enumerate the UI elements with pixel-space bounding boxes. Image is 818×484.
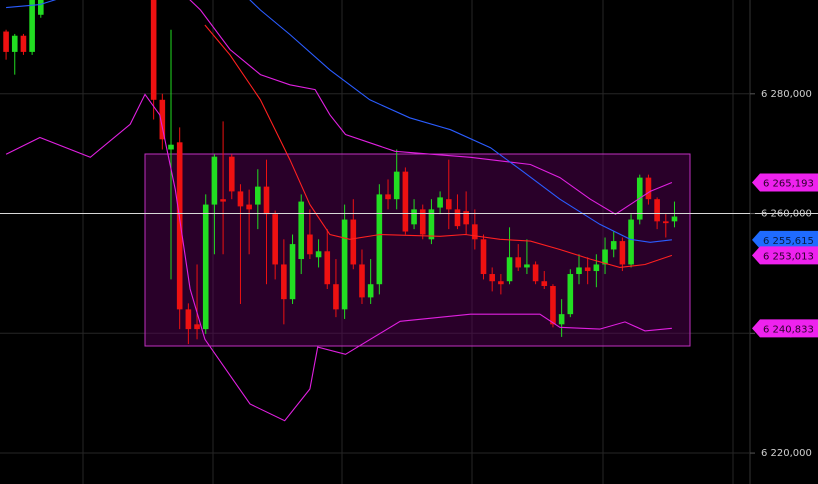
candle-body	[437, 197, 443, 208]
price-badges: 6 265,193 6 255,615 6 253,013 6 240,833	[752, 173, 818, 338]
candle-body	[367, 284, 374, 298]
candle-body	[11, 35, 18, 52]
indicator-line	[204, 24, 673, 268]
candle-body	[419, 209, 426, 235]
price-badge	[752, 173, 818, 192]
candle-body	[185, 309, 192, 330]
candle-body	[202, 204, 209, 330]
candle-body	[515, 257, 522, 268]
candle-body	[532, 264, 539, 282]
candle-body	[255, 186, 261, 205]
candle-body	[341, 219, 348, 310]
candle-body	[150, 0, 157, 100]
price-badge-label: 6 265,193	[763, 178, 814, 189]
price-badge	[752, 230, 818, 249]
candle-body	[558, 314, 565, 325]
y-tick-label: 6 260,000	[761, 209, 812, 220]
candle-body	[37, 0, 44, 15]
candle-body	[194, 324, 200, 330]
candle-body	[237, 191, 244, 207]
candle-body	[671, 216, 678, 222]
candle-body	[376, 194, 383, 285]
candle-body	[29, 0, 35, 52]
candle-body	[3, 31, 9, 52]
price-badge	[752, 319, 818, 338]
candle-body	[315, 251, 322, 258]
candle-body	[350, 219, 357, 265]
price-badge-label: 6 253,013	[763, 251, 814, 262]
candle-body	[20, 35, 27, 52]
candle-body	[168, 144, 174, 150]
candle-body	[593, 264, 600, 272]
indicator-line	[189, 0, 673, 215]
price-badge-label: 6 255,615	[763, 236, 814, 247]
candle-body	[385, 194, 391, 200]
candle-body	[550, 286, 556, 325]
candle-body	[480, 239, 487, 275]
candle-body	[584, 267, 591, 272]
range-box	[144, 153, 691, 347]
candle-body	[463, 211, 469, 225]
candle-body	[610, 241, 617, 250]
candle-body	[281, 264, 287, 300]
candle-body	[524, 264, 530, 268]
candle-body	[159, 99, 166, 140]
candle-body	[333, 284, 339, 310]
y-tick-label: 6 220,000	[761, 448, 812, 459]
candle-body	[498, 281, 504, 285]
candle-body	[359, 264, 365, 298]
candle-body	[489, 274, 495, 282]
price-badge	[752, 246, 818, 265]
candle-body	[228, 156, 235, 192]
candle-body	[619, 241, 626, 265]
candle-body	[307, 234, 313, 255]
candle-body	[472, 224, 478, 240]
candle-body	[220, 199, 226, 202]
candle-body	[576, 267, 582, 275]
indicator-line	[5, 93, 672, 422]
candle-body	[263, 186, 270, 215]
candle-body	[393, 171, 400, 200]
candle-body	[211, 156, 218, 205]
plot-area	[3, 0, 678, 422]
candle-body	[506, 257, 513, 282]
candle-body	[428, 209, 435, 240]
candle-body	[628, 219, 634, 265]
candle-body	[662, 221, 669, 224]
candle-body	[298, 201, 305, 260]
candle-body	[445, 199, 452, 210]
candle-body	[654, 199, 660, 222]
price-badge-label: 6 240,833	[763, 324, 814, 335]
candle-body	[602, 249, 608, 265]
candle-body	[454, 209, 461, 227]
candle-body	[645, 177, 652, 200]
candle-body	[324, 251, 331, 285]
indicator-line	[6, 0, 672, 243]
y-tick-label: 6 280,000	[761, 89, 812, 100]
candle-body	[402, 171, 409, 232]
candle-body	[272, 214, 278, 265]
candle-body	[567, 274, 574, 315]
candle-body	[246, 204, 252, 210]
candle-body	[176, 142, 183, 310]
candle-body	[411, 209, 417, 225]
candle-body	[541, 281, 548, 287]
candle-body	[289, 244, 296, 300]
